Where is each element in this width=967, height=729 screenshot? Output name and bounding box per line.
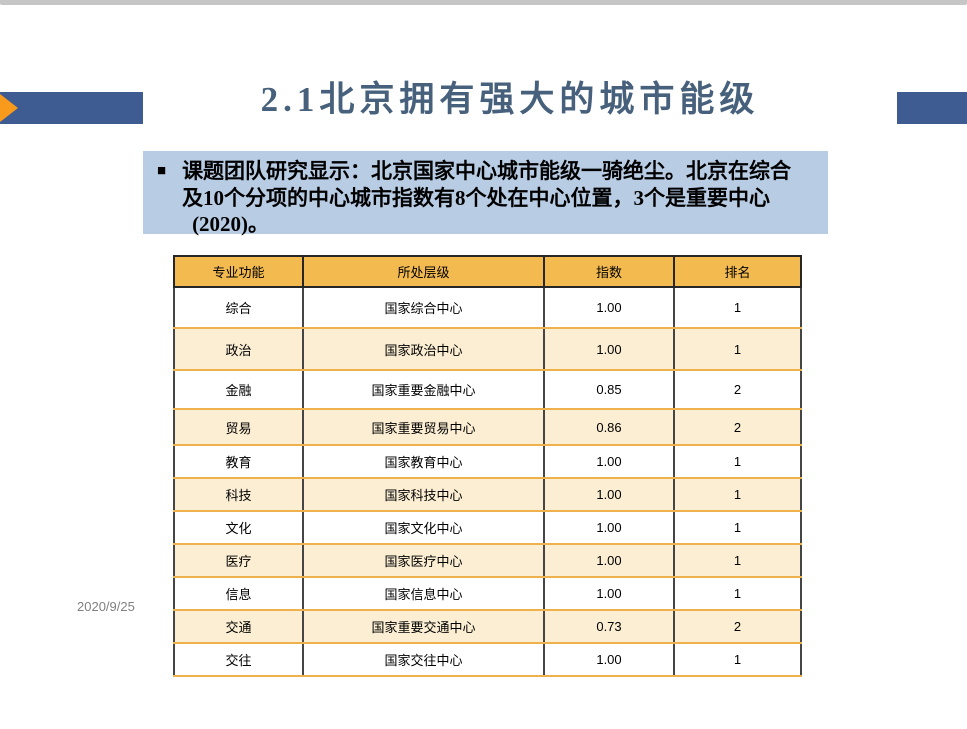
table-cell: 1.00 <box>543 510 675 545</box>
table-cell: 国家医疗中心 <box>302 543 545 578</box>
table-cell: 1 <box>673 327 802 371</box>
table-cell: 2 <box>673 369 802 410</box>
table-row: 贸易 国家重要贸易中心 0.86 2 <box>173 408 802 446</box>
square-bullet-icon: ■ <box>157 162 167 179</box>
table-cell: 交往 <box>173 642 304 677</box>
table-cell: 1 <box>673 642 802 677</box>
table-cell: 1 <box>673 444 802 479</box>
top-edge-strip <box>0 0 967 5</box>
table-cell: 0.86 <box>543 408 675 446</box>
table-row: 交往 国家交往中心 1.00 1 <box>173 642 802 677</box>
city-functions-table: 专业功能 所处层级 指数 排名 综合 国家综合中心 1.00 1 政治 国家政治… <box>173 255 802 677</box>
table-row: 金融 国家重要金融中心 0.85 2 <box>173 369 802 410</box>
table-cell: 综合 <box>173 286 304 329</box>
table-cell: 1.00 <box>543 576 675 611</box>
right-accent-bar <box>897 92 967 124</box>
callout-line: (2020)。 <box>192 212 270 236</box>
table-cell: 0.73 <box>543 609 675 644</box>
table-cell: 教育 <box>173 444 304 479</box>
table-row: 教育 国家教育中心 1.00 1 <box>173 444 802 479</box>
table-cell: 1.00 <box>543 444 675 479</box>
table-row: 文化 国家文化中心 1.00 1 <box>173 510 802 545</box>
table-cell: 国家政治中心 <box>302 327 545 371</box>
table-cell: 国家科技中心 <box>302 477 545 512</box>
table-cell: 1.00 <box>543 286 675 329</box>
column-header: 所处层级 <box>302 255 545 288</box>
table-cell: 1 <box>673 576 802 611</box>
table-row: 科技 国家科技中心 1.00 1 <box>173 477 802 512</box>
table-row: 政治 国家政治中心 1.00 1 <box>173 327 802 371</box>
table-cell: 国家交往中心 <box>302 642 545 677</box>
left-accent-bar <box>0 92 143 124</box>
table-cell: 国家文化中心 <box>302 510 545 545</box>
table-cell: 1.00 <box>543 642 675 677</box>
table-row: 信息 国家信息中心 1.00 1 <box>173 576 802 611</box>
table-row: 综合 国家综合中心 1.00 1 <box>173 286 802 329</box>
table-cell: 国家重要贸易中心 <box>302 408 545 446</box>
table-cell: 1 <box>673 477 802 512</box>
table-cell: 1.00 <box>543 543 675 578</box>
table-header-row: 专业功能 所处层级 指数 排名 <box>173 255 802 288</box>
table-cell: 贸易 <box>173 408 304 446</box>
column-header: 专业功能 <box>173 255 304 288</box>
table-cell: 医疗 <box>173 543 304 578</box>
table-cell: 2 <box>673 609 802 644</box>
callout-line: 课题团队研究显示：北京国家中心城市能级一骑绝尘。北京在综合 <box>182 159 792 183</box>
table-cell: 国家信息中心 <box>302 576 545 611</box>
table-cell: 2 <box>673 408 802 446</box>
callout-line: 及10个分项的中心城市指数有8个处在中心位置，3个是重要中心 <box>182 185 771 210</box>
callout-text: 课题团队研究显示：北京国家中心城市能级一骑绝尘。北京在综合 及10个分项的中心城… <box>182 158 791 238</box>
slide-date: 2020/9/25 <box>77 599 135 614</box>
table-cell: 0.85 <box>543 369 675 410</box>
table-cell: 国家教育中心 <box>302 444 545 479</box>
table-cell: 1 <box>673 286 802 329</box>
table-cell: 科技 <box>173 477 304 512</box>
table-row: 交通 国家重要交通中心 0.73 2 <box>173 609 802 644</box>
table-cell: 国家重要交通中心 <box>302 609 545 644</box>
table-cell: 国家重要金融中心 <box>302 369 545 410</box>
column-header: 排名 <box>673 255 802 288</box>
page-title: 2.1北京拥有强大的城市能级 <box>260 80 760 119</box>
callout: ■ 课题团队研究显示：北京国家中心城市能级一骑绝尘。北京在综合 及10个分项的中… <box>143 151 828 236</box>
table-cell: 1.00 <box>543 477 675 512</box>
table-cell: 信息 <box>173 576 304 611</box>
table-cell: 文化 <box>173 510 304 545</box>
table-cell: 金融 <box>173 369 304 410</box>
table-cell: 1 <box>673 543 802 578</box>
table-cell: 1 <box>673 510 802 545</box>
column-header: 指数 <box>543 255 675 288</box>
table-cell: 1.00 <box>543 327 675 371</box>
table-cell: 政治 <box>173 327 304 371</box>
table-cell: 交通 <box>173 609 304 644</box>
right-arrow-icon <box>0 94 18 122</box>
table-row: 医疗 国家医疗中心 1.00 1 <box>173 543 802 578</box>
table-cell: 国家综合中心 <box>302 286 545 329</box>
